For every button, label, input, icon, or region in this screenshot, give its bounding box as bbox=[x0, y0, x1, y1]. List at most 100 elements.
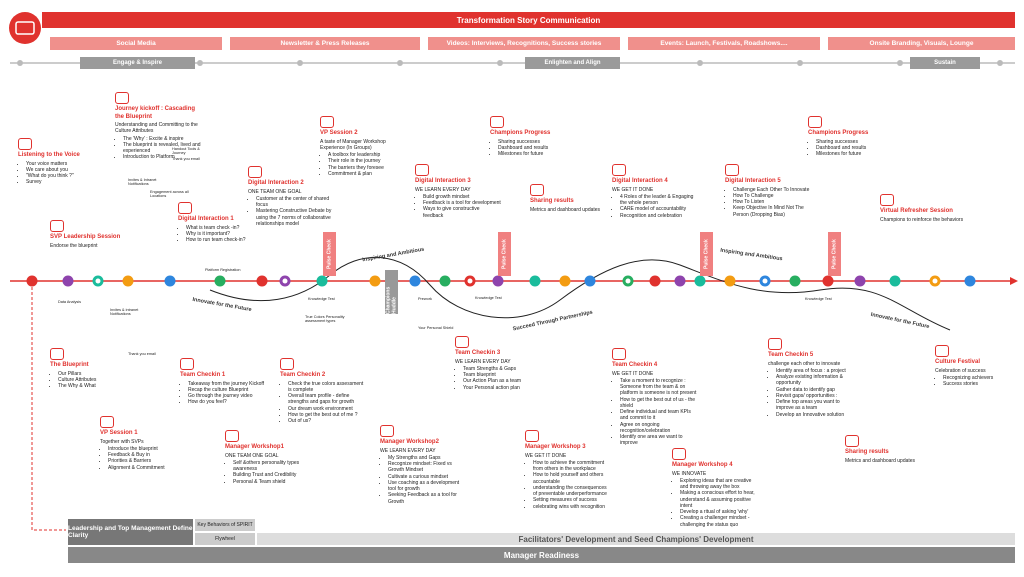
step-item: Build growth mindset bbox=[423, 194, 501, 200]
milestone bbox=[164, 275, 176, 287]
milestone bbox=[492, 275, 504, 287]
step-item: 4 Roles of the leader & Engaging the who… bbox=[620, 194, 698, 207]
step-subtitle: Celebration of success bbox=[935, 367, 986, 374]
step-item: The Why & What bbox=[58, 383, 136, 389]
step-title: Manager Workshop1 bbox=[225, 444, 284, 450]
step-item: Success stories bbox=[943, 381, 1021, 387]
note: Knowledge Test bbox=[475, 296, 502, 300]
step-item: Keep Objective In Mind Not The Person (D… bbox=[733, 205, 811, 218]
milestone-center bbox=[762, 278, 768, 284]
step-item: Survey bbox=[26, 179, 104, 185]
title-bar: Transformation Story Communication bbox=[42, 12, 1015, 28]
milestone bbox=[584, 275, 596, 287]
step-list: My Strengths and GapsRecognize mindset: … bbox=[380, 455, 466, 505]
step-title: The Blueprint bbox=[50, 362, 89, 368]
step-list: 4 Roles of the leader & Engaging the who… bbox=[612, 194, 698, 219]
step-block: Digital Interaction 5 Challenge Each Othe… bbox=[725, 164, 811, 218]
step-item: We care about you bbox=[26, 167, 104, 173]
step-subtitle: Metrics and dashboard updates bbox=[530, 206, 601, 213]
champions-huddle: Champions Huddle bbox=[385, 270, 398, 314]
step-block: Sharing results Metrics and dashboard upd… bbox=[845, 435, 931, 465]
milestone bbox=[369, 275, 381, 287]
step-block: Team Checkin 2 Check the true colors asse… bbox=[280, 358, 366, 424]
milestone bbox=[694, 275, 706, 287]
step-item: Priorities & Barriers bbox=[108, 458, 186, 464]
step-subtitle: WE LEARN EVERY DAY bbox=[455, 358, 511, 365]
step-block: Team Checkin 1 Takeaway from the journey … bbox=[180, 358, 266, 406]
step-list: Identify area of focus : a projectAnalyz… bbox=[768, 368, 854, 418]
phase-dot bbox=[897, 60, 903, 66]
step-item: What is team check -in? bbox=[186, 225, 264, 231]
step-block: Culture Festival Celebration of successRe… bbox=[935, 345, 1021, 387]
step-title: Team Checkin 4 bbox=[612, 362, 658, 368]
step-block: VP Session 2 A taste of Manager Workshop … bbox=[320, 116, 406, 177]
channel: Social Media bbox=[50, 37, 222, 50]
step-icon bbox=[672, 448, 686, 460]
step-icon bbox=[248, 166, 262, 178]
step-subtitle: Together with SVPs bbox=[100, 438, 144, 445]
step-item: Use coaching as a development tool for g… bbox=[388, 480, 466, 493]
step-item: Customer at the center of shared focus bbox=[256, 196, 334, 209]
milestone bbox=[964, 275, 976, 287]
step-item: The blueprint is revealed, lived and exp… bbox=[123, 142, 201, 155]
milestone bbox=[789, 275, 801, 287]
milestone bbox=[26, 275, 38, 287]
step-item: CARE model of accountability bbox=[620, 206, 698, 212]
step-list: Challenge Each Other To InnovateHow To C… bbox=[725, 187, 811, 218]
milestone-center bbox=[282, 278, 288, 284]
step-item: How to get the best out of us - the shie… bbox=[620, 397, 698, 410]
step-icon bbox=[225, 430, 239, 442]
step-item: How to hold yourself and others accounta… bbox=[533, 472, 611, 485]
step-block: Manager Workshop 4 WE INNOVATEExploring i… bbox=[672, 448, 758, 528]
phase-dot bbox=[17, 60, 23, 66]
step-item: understanding the consequences of preven… bbox=[533, 485, 611, 498]
step-title: Manager Workshop2 bbox=[380, 439, 439, 445]
step-item: Introduction to Platform bbox=[123, 154, 201, 160]
step-block: Champions Progress Sharing successesDashb… bbox=[490, 116, 576, 157]
step-list: Recognizing achieversSuccess stories bbox=[935, 375, 1021, 388]
step-item: The 'Why' : Excite & inspire bbox=[123, 136, 201, 142]
logo-icon bbox=[15, 21, 35, 35]
step-icon bbox=[725, 164, 739, 176]
step-list: Self &others personality types awareness… bbox=[225, 460, 311, 485]
step-block: Team Checkin 3 WE LEARN EVERY DAYTeam Str… bbox=[455, 336, 541, 391]
note: Thank you email bbox=[128, 352, 156, 356]
step-title: Sharing results bbox=[845, 449, 889, 455]
step-item: Your Personal action plan bbox=[463, 385, 541, 391]
pulse-check: Pulse Check bbox=[498, 232, 511, 276]
step-item: Revisit gaps/ opportunities : bbox=[776, 393, 854, 399]
phase-dot bbox=[197, 60, 203, 66]
step-icon bbox=[380, 425, 394, 437]
step-list: Team Strengths & GapsTeam blueprintOur A… bbox=[455, 366, 541, 391]
step-item: Making a conscious effort to hear, under… bbox=[680, 490, 758, 509]
step-title: Digital Interaction 2 bbox=[248, 180, 304, 186]
step-item: Their role in the journey bbox=[328, 158, 406, 164]
step-subtitle: WE GET IT DONE bbox=[612, 370, 654, 377]
note: Invites & intranet Notifications bbox=[110, 308, 139, 316]
phase-dot bbox=[397, 60, 403, 66]
phase-dot bbox=[497, 60, 503, 66]
note: True Colors Personality assessment types bbox=[305, 315, 345, 323]
logo bbox=[9, 12, 41, 44]
milestone bbox=[529, 275, 541, 287]
step-item: Develop an Innovative solution bbox=[776, 412, 854, 418]
step-item: Sharing successes bbox=[498, 139, 576, 145]
step-item: Your voice matters bbox=[26, 161, 104, 167]
step-subtitle: challenge each other to innovate bbox=[768, 360, 841, 367]
step-subtitle: Understanding and Committing to the Cult… bbox=[115, 122, 198, 135]
step-block: Digital Interaction 3 WE LEARN EVERY DAYB… bbox=[415, 164, 501, 219]
footer-readiness: Manager Readiness bbox=[68, 547, 1015, 563]
channel: Newsletter & Press Releases bbox=[230, 37, 420, 50]
step-item: Alignment & Commitment bbox=[108, 465, 186, 471]
step-block: Virtual Refresher Session Champions to re… bbox=[880, 194, 966, 224]
step-title: Manager Workshop 4 bbox=[672, 462, 733, 468]
step-item: Exploring ideas that are creative and th… bbox=[680, 478, 758, 491]
step-list: A toolbox for leadershipTheir role in th… bbox=[320, 152, 406, 177]
dashed-link bbox=[31, 282, 66, 531]
step-item: Dashboard and results bbox=[498, 145, 576, 151]
step-block: Team Checkin 5 challenge each other to in… bbox=[768, 338, 854, 418]
step-block: Listening to the Voice Your voice matters… bbox=[18, 138, 104, 186]
footer-development: Facilitators' Development and Seed Champ… bbox=[257, 533, 1015, 545]
step-item: celebrating wins with recognition bbox=[533, 504, 611, 510]
